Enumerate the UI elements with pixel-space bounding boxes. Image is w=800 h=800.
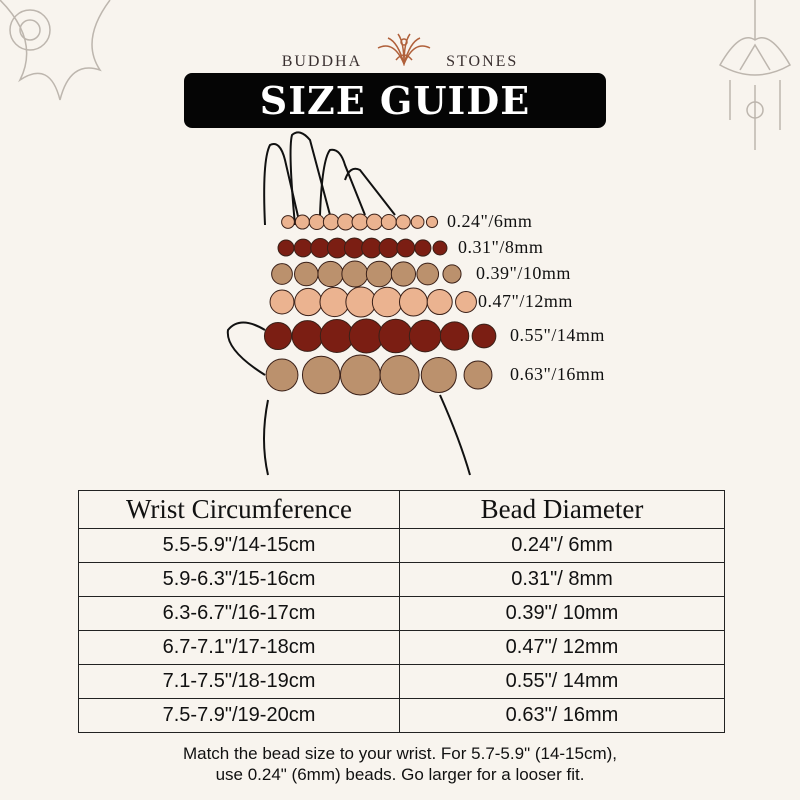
bead-diameter-cell: 0.39"/ 10mm	[399, 596, 725, 631]
bead	[263, 321, 293, 351]
bead	[293, 238, 313, 258]
bead	[410, 215, 425, 229]
note-line-2: use 0.24" (6mm) beads. Go larger for a l…	[215, 765, 585, 784]
bead	[426, 288, 453, 316]
bead	[395, 214, 411, 230]
bead-diameter-cell: 0.63"/ 16mm	[399, 698, 725, 733]
bead	[365, 260, 393, 288]
wrist-cell: 6.3-6.7"/16-17cm	[78, 596, 400, 631]
table-header-row: Wrist Circumference Bead Diameter	[78, 490, 725, 529]
bead	[432, 240, 448, 256]
bead	[322, 213, 340, 231]
bead	[265, 358, 299, 392]
bead	[308, 214, 325, 230]
bead-size-label: 0.47"/12mm	[478, 291, 573, 311]
bead	[408, 319, 442, 353]
bead	[317, 260, 344, 288]
brand-right: STONES	[446, 53, 519, 71]
brand-header: BUDDHA STONES	[0, 30, 800, 71]
bead	[294, 287, 323, 317]
bead	[366, 213, 383, 231]
bead-size-label: 0.55"/14mm	[510, 325, 605, 345]
bead	[301, 355, 341, 395]
bead	[371, 286, 403, 318]
bead	[337, 213, 355, 231]
bead	[414, 239, 432, 257]
brand-left: BUDDHA	[281, 53, 363, 71]
wrist-cell: 7.1-7.5"/18-19cm	[78, 664, 400, 699]
bead	[345, 286, 377, 318]
wrist-cell: 7.5-7.9"/19-20cm	[78, 698, 400, 733]
bead	[416, 262, 440, 286]
bead	[378, 237, 399, 259]
bead	[439, 321, 470, 351]
bead-size-label: 0.39"/10mm	[476, 263, 571, 283]
hand-illustration	[226, 131, 471, 476]
bead	[379, 354, 420, 396]
bead	[442, 264, 462, 284]
table-row: 7.1-7.5"/18-19cm 0.55"/ 14mm	[78, 664, 725, 699]
header-bead: Bead Diameter	[399, 490, 725, 529]
note-line-1: Match the bead size to your wrist. For 5…	[182, 744, 618, 763]
bead	[339, 354, 381, 396]
bead	[420, 356, 457, 394]
bead	[351, 213, 369, 231]
bead	[319, 286, 350, 318]
lotus-logo-icon	[377, 33, 431, 67]
wrist-cell: 6.7-7.1"/17-18cm	[78, 630, 400, 665]
bead	[471, 323, 497, 349]
bead-diameter-cell: 0.55"/ 14mm	[399, 664, 725, 699]
bead-bracelets	[263, 213, 497, 396]
bead	[310, 238, 331, 258]
bead	[398, 287, 428, 317]
bead	[291, 320, 324, 352]
bead	[380, 214, 397, 230]
bead	[348, 318, 384, 354]
wrist-cell: 5.9-6.3"/15-16cm	[78, 562, 400, 597]
bead	[271, 263, 293, 285]
size-table: Wrist Circumference Bead Diameter 5.5-5.…	[78, 490, 725, 733]
bead-size-label: 0.63"/16mm	[510, 364, 605, 384]
bead	[361, 237, 382, 259]
bead	[463, 360, 493, 390]
bead	[319, 318, 354, 354]
bead	[294, 261, 319, 287]
table-row: 7.5-7.9"/19-20cm 0.63"/ 16mm	[78, 698, 725, 733]
page-title: SIZE GUIDE	[184, 73, 606, 128]
table-row: 5.9-6.3"/15-16cm 0.31"/ 8mm	[78, 562, 725, 597]
bead	[425, 215, 439, 229]
bead	[277, 239, 295, 257]
bead	[455, 291, 477, 313]
bead-diameter-cell: 0.31"/ 8mm	[399, 562, 725, 597]
bead-diameter-cell: 0.47"/ 12mm	[399, 630, 725, 665]
bead-size-label: 0.24"/6mm	[447, 211, 533, 231]
bead	[341, 260, 369, 288]
bead	[378, 318, 413, 354]
fit-note: Match the bead size to your wrist. For 5…	[0, 743, 800, 785]
table-row: 6.7-7.1"/17-18cm 0.47"/ 12mm	[78, 630, 725, 665]
table-row: 5.5-5.9"/14-15cm 0.24"/ 6mm	[78, 528, 725, 563]
wrist-cell: 5.5-5.9"/14-15cm	[78, 528, 400, 563]
bead	[269, 289, 295, 315]
table-row: 6.3-6.7"/16-17cm 0.39"/ 10mm	[78, 596, 725, 631]
bead	[294, 214, 310, 230]
header-wrist: Wrist Circumference	[78, 490, 400, 529]
bead-diameter-cell: 0.24"/ 6mm	[399, 528, 725, 563]
bead	[390, 261, 417, 287]
bead	[281, 215, 295, 229]
bead	[396, 238, 416, 258]
bead-size-label: 0.31"/8mm	[458, 237, 544, 257]
